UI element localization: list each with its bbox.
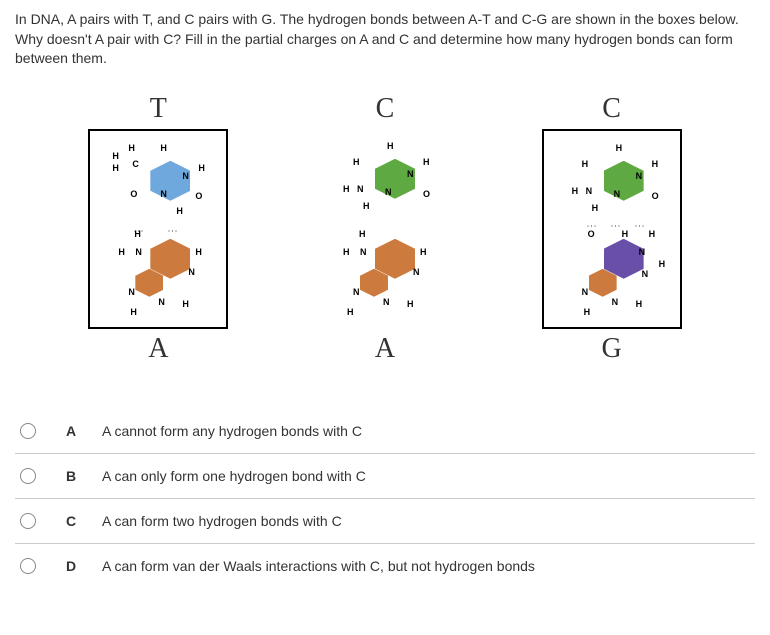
- top-label-1: C: [376, 93, 395, 125]
- bottom-base-0: H H N H N N H H N: [100, 229, 216, 317]
- radio-icon[interactable]: [20, 513, 36, 529]
- answer-text: A can form two hydrogen bonds with C: [102, 513, 342, 529]
- answer-row[interactable]: C A can form two hydrogen bonds with C: [15, 499, 755, 544]
- top-label-0: T: [150, 93, 167, 125]
- answers-list: A A cannot form any hydrogen bonds with …: [15, 409, 755, 588]
- answer-text: A can form van der Waals interactions wi…: [102, 558, 535, 574]
- radio-icon[interactable]: [20, 423, 36, 439]
- answer-text: A cannot form any hydrogen bonds with C: [102, 423, 362, 439]
- pair-1: C H H H N H N N O H H H N H N: [315, 89, 455, 369]
- answer-text: A can only form one hydrogen bond with C: [102, 468, 366, 484]
- top-base-2: H H H N H N N O H: [554, 141, 670, 229]
- top-base-0: H H H H C H N N O O H: [100, 141, 216, 229]
- radio-icon[interactable]: [20, 468, 36, 484]
- bottom-label-2: G: [602, 333, 622, 365]
- bottom-label-1: A: [375, 333, 395, 365]
- radio-icon[interactable]: [20, 558, 36, 574]
- answer-row[interactable]: A A cannot form any hydrogen bonds with …: [15, 409, 755, 454]
- diagram-row: T H H H H C H N N O O H ⋮ ⋮ H H: [15, 89, 755, 369]
- answer-letter: C: [66, 513, 90, 529]
- answer-letter: A: [66, 423, 90, 439]
- bottom-base-1: H H N H N N H H N: [325, 229, 445, 319]
- answer-letter: D: [66, 558, 90, 574]
- top-label-2: C: [602, 93, 621, 125]
- pair-box-1: H H H N H N N O H H H N H N N H H: [315, 129, 455, 329]
- bottom-base-2: O H H N H N N H H N: [554, 229, 670, 317]
- pair-box-0: H H H H C H N N O O H ⋮ ⋮ H H N H N: [88, 129, 228, 329]
- pair-2: C H H H N H N N O H ⋮ ⋮ ⋮ O H H: [542, 89, 682, 369]
- pair-0: T H H H H C H N N O O H ⋮ ⋮ H H: [88, 89, 228, 369]
- question-text: In DNA, A pairs with T, and C pairs with…: [15, 10, 755, 69]
- answer-row[interactable]: D A can form van der Waals interactions …: [15, 544, 755, 588]
- pair-box-2: H H H N H N N O H ⋮ ⋮ ⋮ O H H N H N: [542, 129, 682, 329]
- bottom-label-0: A: [148, 333, 168, 365]
- top-base-1: H H H N H N N O H: [325, 139, 445, 229]
- answer-letter: B: [66, 468, 90, 484]
- answer-row[interactable]: B A can only form one hydrogen bond with…: [15, 454, 755, 499]
